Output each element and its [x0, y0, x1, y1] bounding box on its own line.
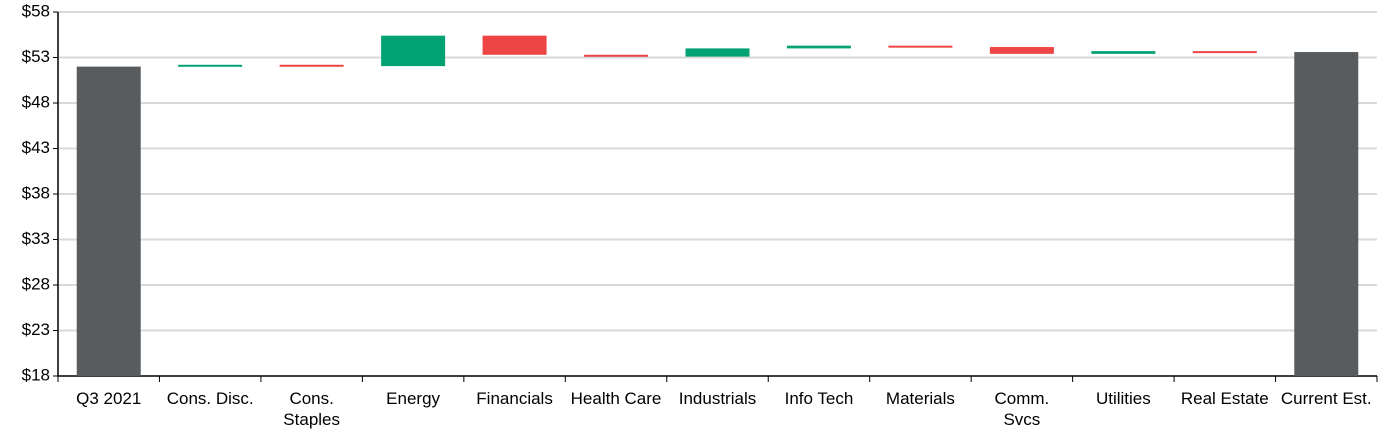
y-tick-label: $48	[22, 92, 50, 111]
x-tick-label: Info Tech	[784, 389, 854, 408]
x-tick-label: Utilities	[1095, 389, 1151, 408]
x-tick-label: Comm. Svcs	[994, 389, 1050, 429]
change-bar	[279, 64, 344, 67]
y-tick-label: $18	[22, 365, 50, 384]
x-tick-label: Cons. Disc.	[166, 389, 254, 408]
x-tick-label: Cons. Staples	[283, 389, 340, 429]
change-bar	[1192, 51, 1257, 54]
y-tick-label: $33	[22, 229, 50, 248]
x-tick-label: Financials	[476, 389, 553, 408]
change-bar	[989, 47, 1054, 54]
x-tick-label: Industrials	[678, 389, 757, 408]
y-tick-label: $43	[22, 138, 50, 157]
change-bar	[381, 35, 446, 67]
change-bar	[888, 45, 953, 48]
x-tick-label: Health Care	[570, 389, 662, 408]
change-bar	[178, 64, 243, 67]
y-tick-label: $58	[22, 1, 50, 20]
change-bar	[482, 35, 547, 55]
x-tick-label: Real Estate	[1180, 389, 1269, 408]
y-tick-label: $38	[22, 183, 50, 202]
change-bar	[786, 45, 851, 49]
x-tick-label: Energy	[386, 389, 441, 408]
change-bar	[685, 48, 750, 57]
x-tick-label: Q3 2021	[76, 389, 142, 408]
total-bar	[76, 66, 141, 376]
change-bar	[584, 54, 649, 57]
change-bar	[1091, 51, 1156, 54]
y-tick-label: $28	[22, 274, 50, 293]
x-tick-label: Materials	[885, 389, 955, 408]
y-tick-label: $53	[22, 47, 50, 66]
y-tick-label: $23	[22, 320, 50, 339]
total-bar	[1294, 52, 1359, 376]
x-tick-label: Current Est.	[1280, 389, 1372, 408]
